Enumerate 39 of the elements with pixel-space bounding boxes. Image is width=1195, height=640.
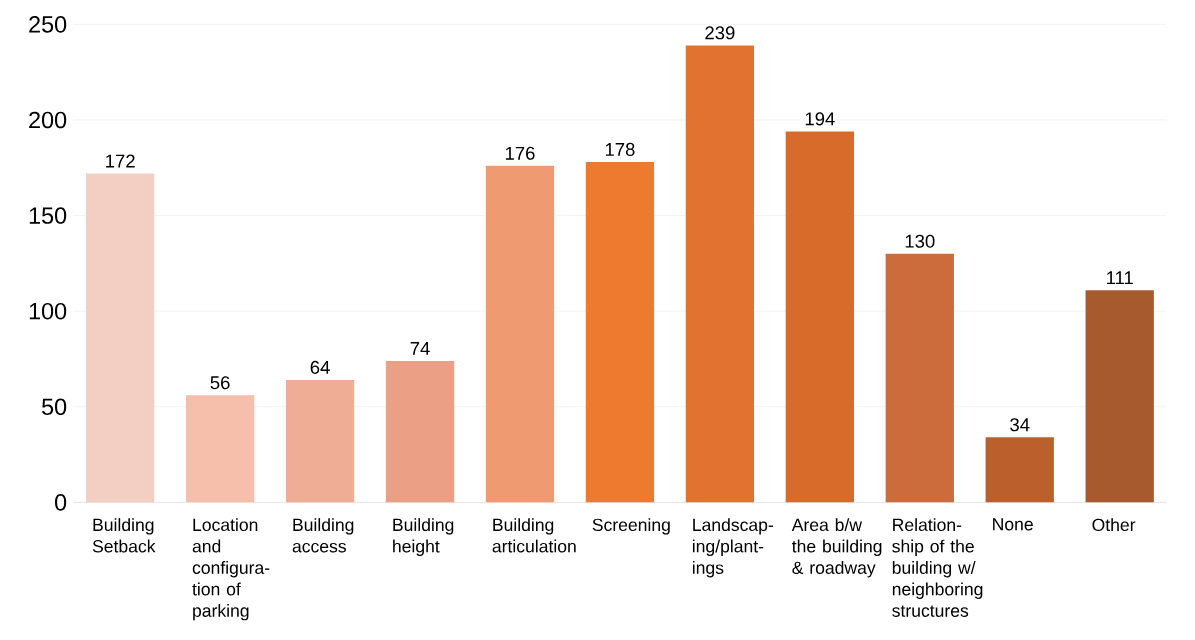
bar	[485, 165, 555, 503]
bar	[185, 395, 255, 503]
x-tick-label: None	[993, 518, 1033, 531]
data-label: 130	[905, 234, 935, 248]
bar	[385, 360, 455, 503]
data-label: 64	[310, 360, 330, 374]
x-tick-label: Building height	[393, 518, 454, 557]
bar	[1085, 290, 1154, 503]
x-tick-label: Building access	[292, 518, 354, 553]
data-label: 178	[605, 142, 635, 157]
y-tick-label: 150	[29, 207, 67, 224]
bar	[885, 253, 954, 503]
y-tick-label: 200	[29, 111, 67, 129]
y-tick-label: 250	[29, 16, 67, 33]
data-label: 74	[410, 342, 430, 355]
y-tick-label: 50	[42, 398, 67, 416]
bar	[585, 162, 655, 503]
data-label: 172	[106, 154, 135, 168]
bar	[685, 45, 755, 503]
x-tick-label: Relation-ship of the building w/ neighboring structures	[892, 518, 983, 617]
data-label: 111	[1107, 271, 1133, 285]
data-label: 239	[705, 26, 735, 40]
data-label: 56	[210, 376, 230, 390]
x-tick-label: Landscap-ing/plant-ings	[692, 518, 773, 578]
data-label: 194	[805, 112, 835, 126]
bar	[285, 380, 355, 503]
bar	[86, 173, 155, 503]
data-label: 176	[505, 146, 535, 160]
data-label: 34	[1010, 418, 1030, 432]
x-tick-label: Other	[1092, 518, 1136, 532]
bar	[985, 437, 1054, 503]
y-tick-label: 100	[29, 302, 67, 320]
x-tick-label: Area b/w the building & roadway	[791, 518, 882, 578]
x-tick-label: Location and configura-tion of parking	[192, 518, 270, 621]
x-tick-label: Building Setback	[92, 518, 156, 553]
y-tick-label: 0	[55, 494, 67, 511]
x-tick-label: Building articulation	[492, 518, 576, 553]
bar	[785, 131, 854, 503]
x-tick-label: Screening	[592, 518, 670, 535]
